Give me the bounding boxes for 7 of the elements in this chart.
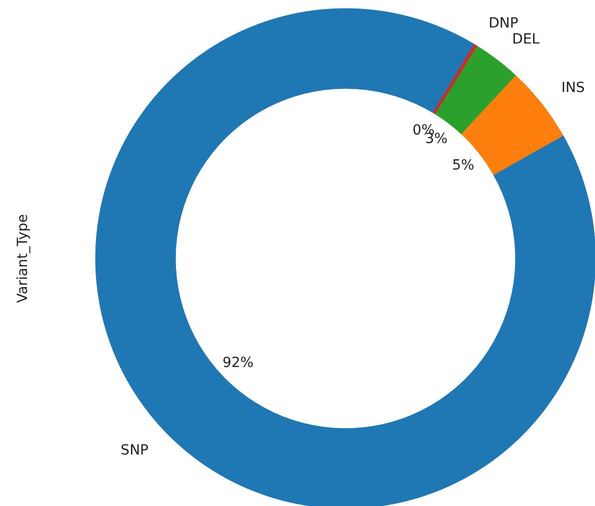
text: Variant_Type xyxy=(15,214,31,303)
data-label: 5% xyxy=(452,158,474,174)
slice-label: DEL xyxy=(512,32,540,48)
data-label: 92% xyxy=(222,355,254,372)
slice-label: SNP xyxy=(120,442,148,458)
slice-label: DNP xyxy=(488,16,518,32)
slice-label: INS xyxy=(561,80,585,96)
